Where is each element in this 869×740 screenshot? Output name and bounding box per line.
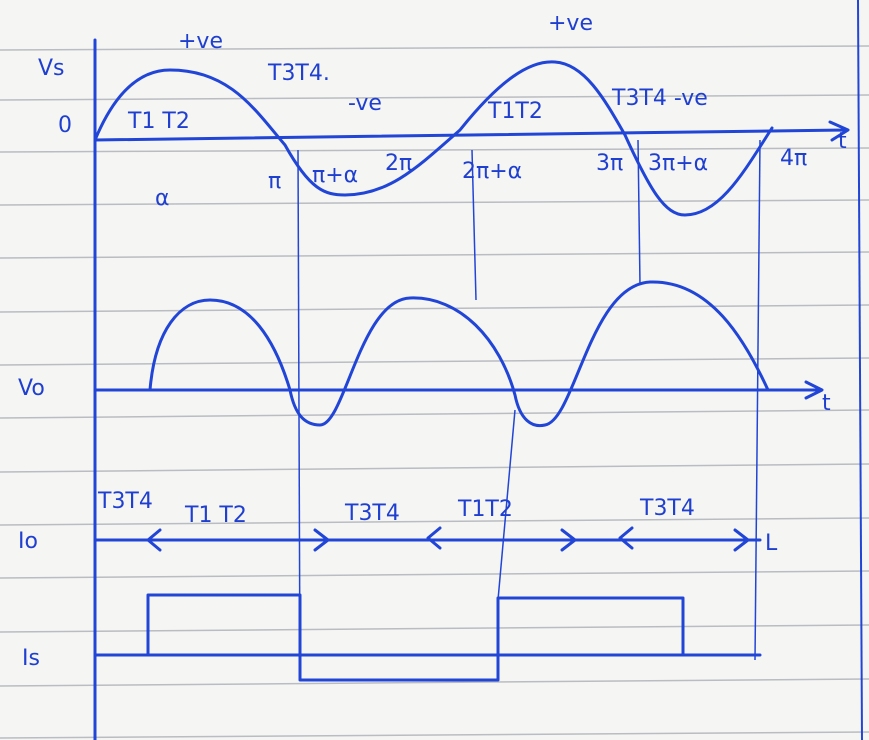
annotation: 3π+α xyxy=(648,151,708,176)
annotation: 4π xyxy=(780,146,807,171)
axis-label: Io xyxy=(18,529,38,554)
annotation: α xyxy=(155,186,170,211)
annotation: π+α xyxy=(312,163,358,188)
annotation: 2π+α xyxy=(462,159,522,184)
annotation: T3T4. xyxy=(267,61,330,86)
time-label: t xyxy=(822,391,831,416)
annotation: -ve xyxy=(348,91,382,116)
annotation: T1 T2 xyxy=(127,109,190,134)
axis-label: Vo xyxy=(18,376,45,401)
annotation: T3T4 xyxy=(639,496,695,521)
annotation: T3T4 -ve xyxy=(611,86,708,111)
origin-label: 0 xyxy=(58,113,72,138)
annotation: T3T4 xyxy=(97,489,153,514)
annotation: T1T2 xyxy=(457,497,513,522)
axis-label: Vs xyxy=(38,56,65,81)
annotation: +ve xyxy=(178,29,223,54)
annotation: T1T2 xyxy=(487,99,543,124)
annotation: T1 T2 xyxy=(184,503,247,528)
annotation: +ve xyxy=(548,11,593,36)
time-label: L xyxy=(765,531,778,556)
annotation: T3T4 xyxy=(344,501,400,526)
diagram: Vs 0 t +ve T1 T2 T3T4. -ve α π π+α 2π 2π… xyxy=(0,0,869,740)
annotation: 3π xyxy=(596,151,623,176)
axis-label: Is xyxy=(22,646,40,671)
annotation: 2π xyxy=(385,151,412,176)
time-label: t xyxy=(838,129,847,154)
annotation: π xyxy=(268,169,281,194)
